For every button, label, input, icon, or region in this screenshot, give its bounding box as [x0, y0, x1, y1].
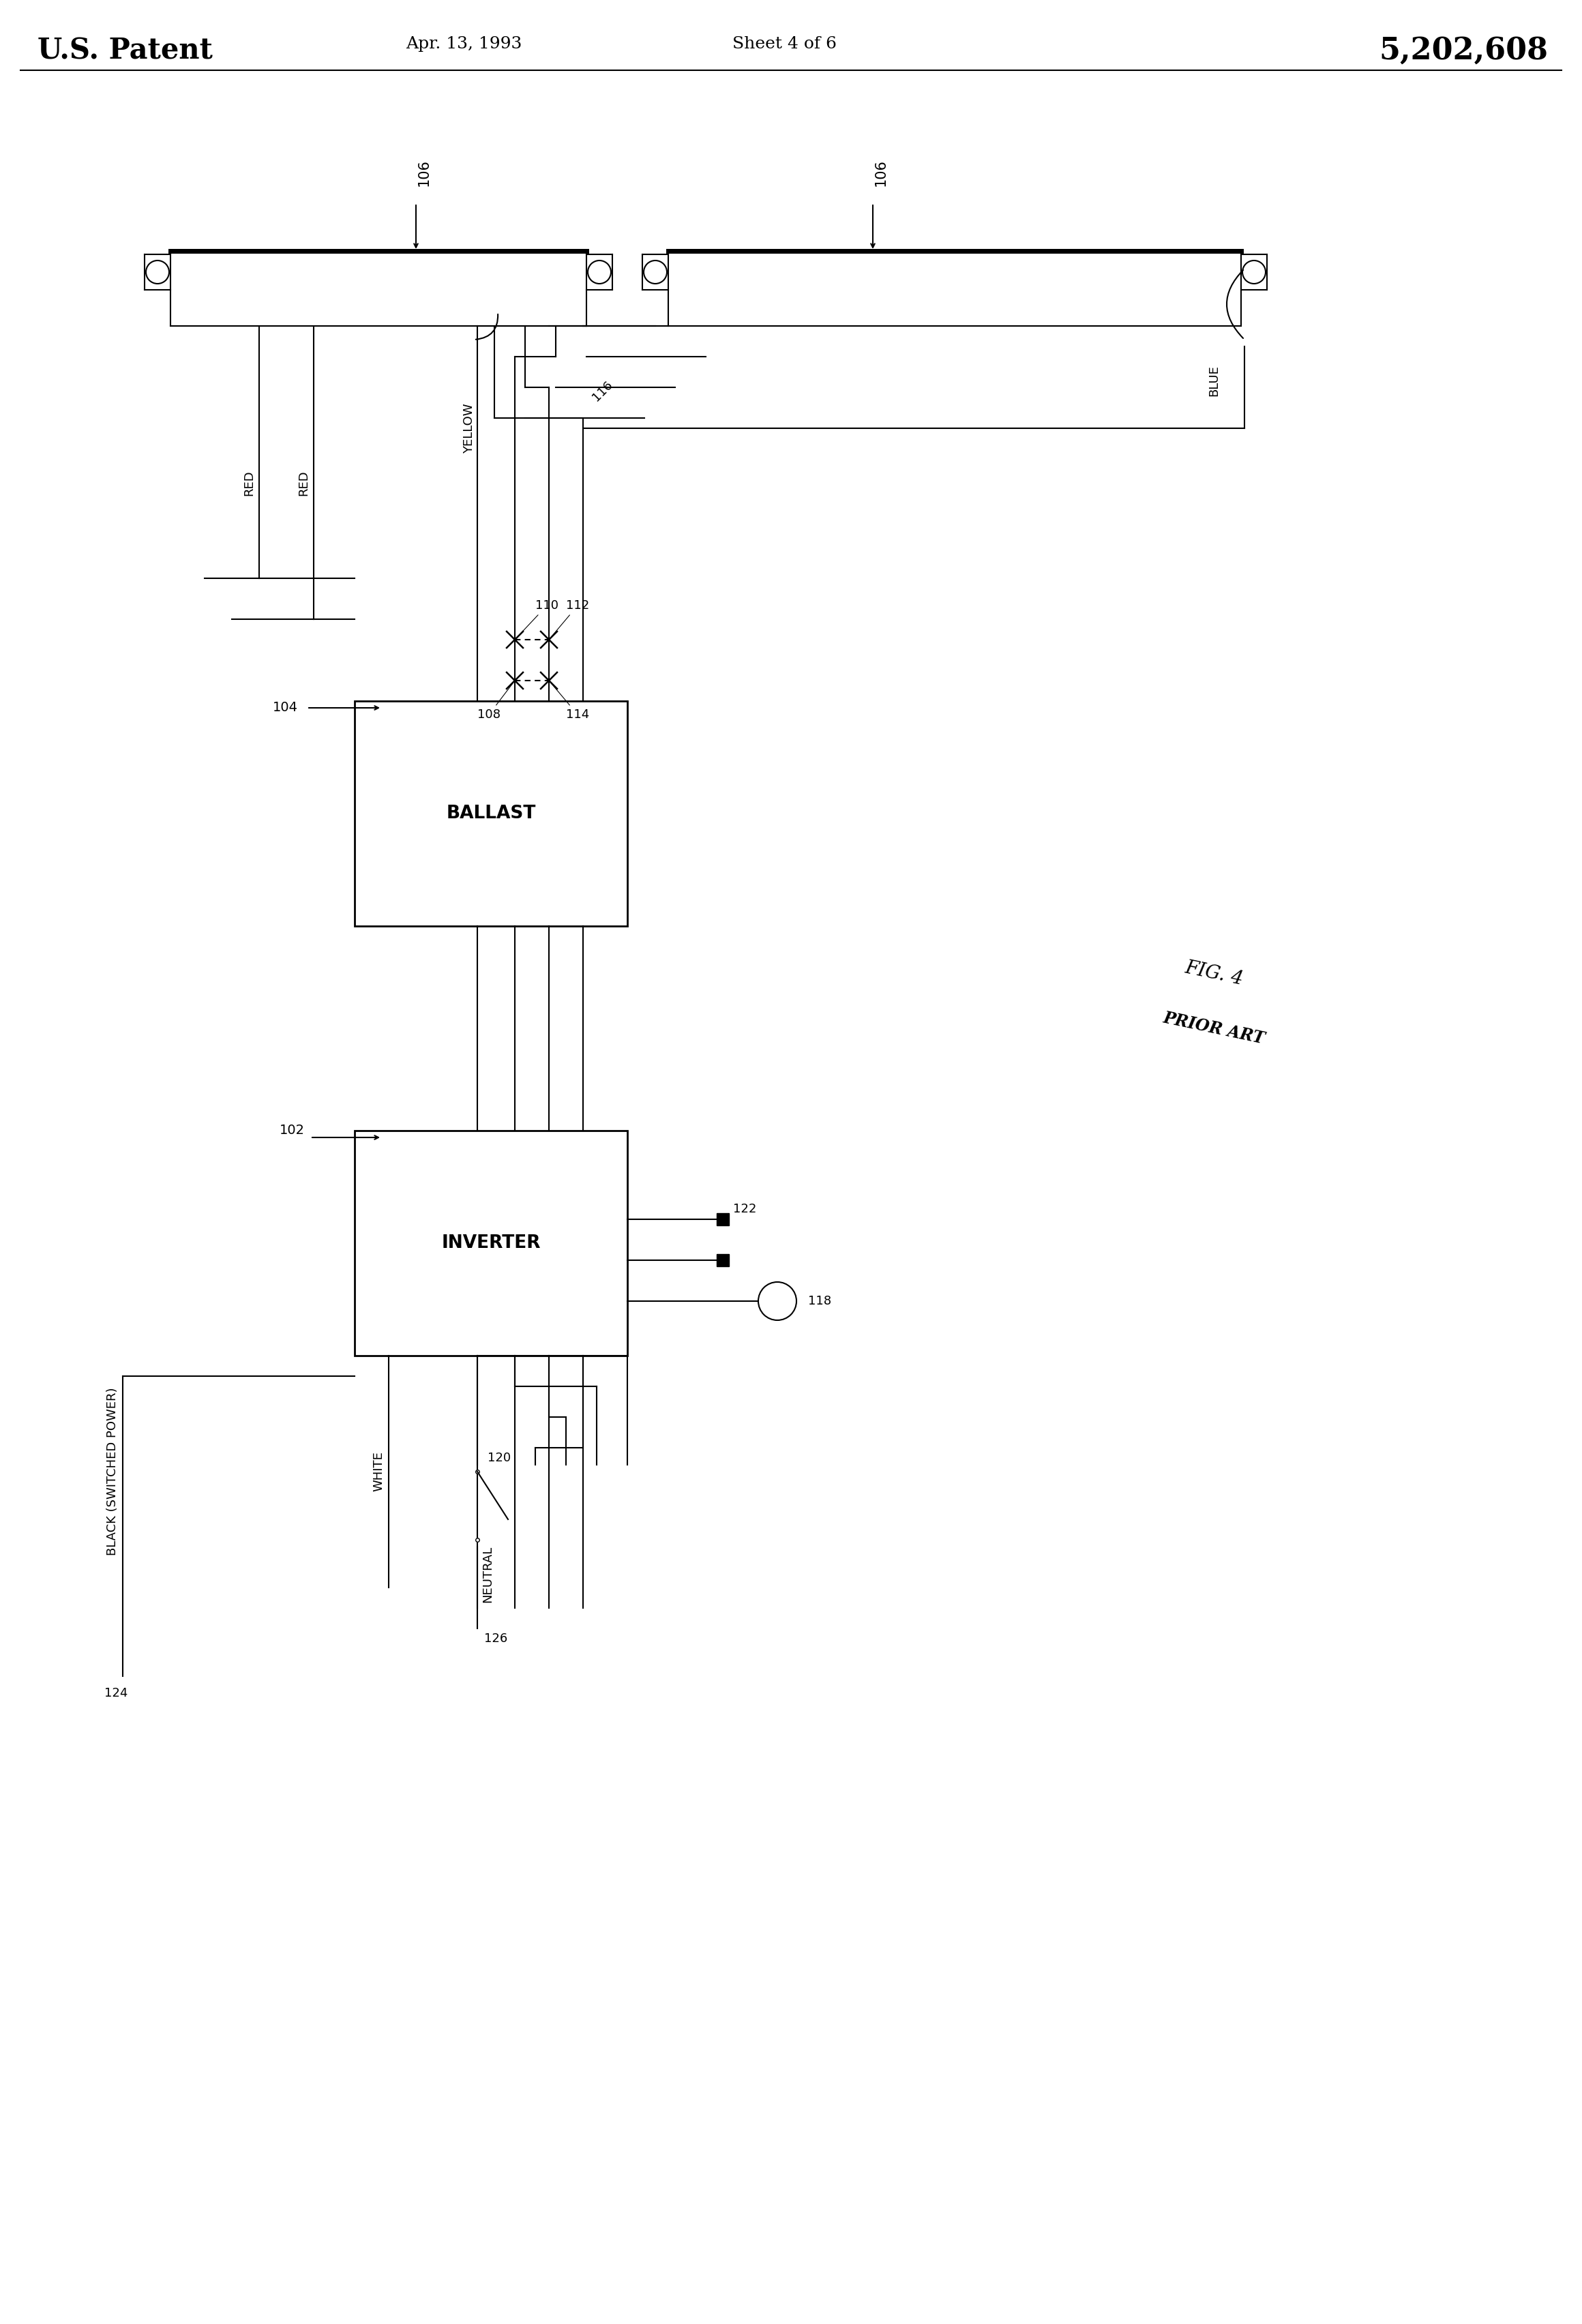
Text: 102: 102	[280, 1125, 305, 1136]
Text: Sheet 4 of 6: Sheet 4 of 6	[732, 37, 837, 51]
Text: 5,202,608: 5,202,608	[1380, 37, 1547, 65]
Text: 114: 114	[551, 681, 590, 720]
Text: 116: 116	[590, 379, 615, 404]
Bar	[717, 1213, 729, 1225]
Text: FIG. 4: FIG. 4	[1183, 957, 1245, 990]
Text: 118: 118	[808, 1294, 831, 1306]
Text: RED: RED	[242, 469, 255, 495]
Text: NEUTRAL: NEUTRAL	[481, 1545, 494, 1601]
Text: 106: 106	[418, 158, 430, 186]
Text: BLACK (SWITCHED POWER): BLACK (SWITCHED POWER)	[106, 1387, 119, 1555]
Text: BLUE: BLUE	[1207, 365, 1220, 395]
Text: 110: 110	[516, 600, 558, 639]
Bar	[717, 1255, 729, 1267]
Text: 112: 112	[551, 600, 590, 639]
Bar	[354, 1132, 628, 1355]
Text: YELLOW: YELLOW	[464, 402, 475, 453]
Bar	[354, 702, 628, 925]
Text: U.S. Patent: U.S. Patent	[38, 37, 212, 65]
Text: PRIOR ART: PRIOR ART	[1161, 1009, 1266, 1048]
Text: 124: 124	[104, 1687, 128, 1699]
Text: 104: 104	[272, 702, 297, 713]
Text: 122: 122	[732, 1204, 756, 1215]
Text: 108: 108	[478, 681, 514, 720]
Text: WHITE: WHITE	[372, 1452, 384, 1492]
Text: BALLAST: BALLAST	[446, 804, 536, 823]
Text: 120: 120	[487, 1452, 511, 1464]
Text: 126: 126	[484, 1631, 508, 1645]
Text: Apr. 13, 1993: Apr. 13, 1993	[405, 37, 522, 51]
Text: RED: RED	[297, 469, 310, 495]
Text: 106: 106	[875, 158, 888, 186]
Text: INVERTER: INVERTER	[441, 1234, 541, 1253]
